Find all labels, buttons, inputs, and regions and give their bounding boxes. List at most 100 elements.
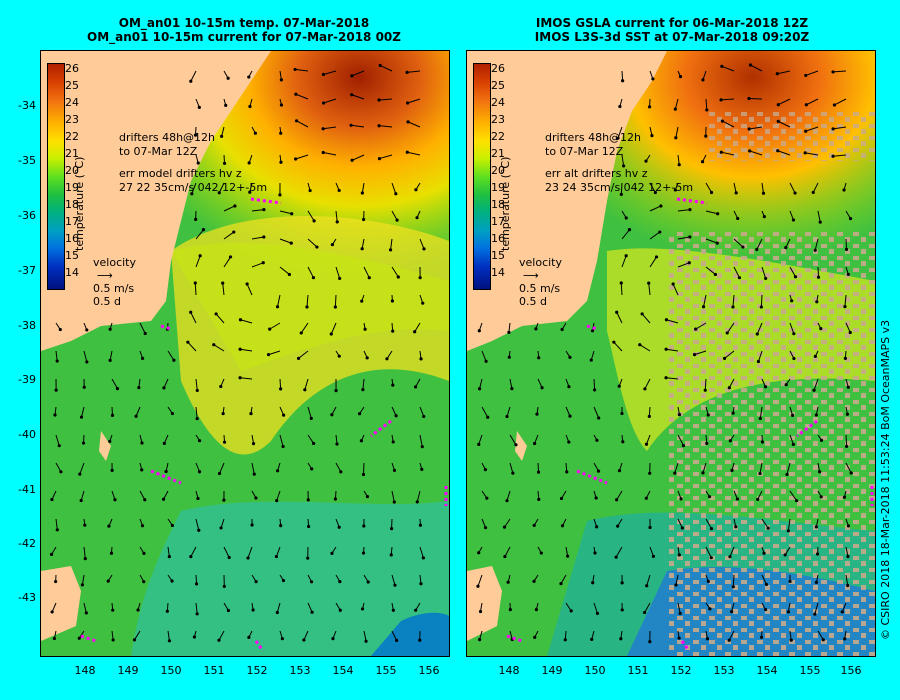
current-arrow: [617, 462, 623, 473]
current-arrow: [701, 70, 707, 82]
current-arrow: [391, 322, 395, 333]
current-arrow: [761, 546, 766, 555]
left-title-line2: OM_an01 10-15m current for 07-Mar-2018 0…: [87, 30, 401, 44]
current-arrow: [293, 67, 309, 72]
drifter-track: [680, 640, 691, 652]
current-arrow: [783, 546, 791, 557]
current-arrow: [362, 518, 366, 528]
current-arrow: [649, 230, 662, 240]
current-arrow: [54, 378, 58, 392]
current-arrow: [593, 462, 601, 473]
error-stats-note: 27 22 35cm/s 042 12+-5m: [119, 181, 268, 194]
current-arrow: [593, 434, 599, 442]
current-arrow: [643, 378, 651, 391]
current-arrow: [700, 154, 707, 164]
credit-text: © CSIRO 2018 18-Mar-2018 11:53:24 BoM Oc…: [879, 319, 892, 640]
current-arrow: [335, 602, 342, 612]
current-arrow: [214, 312, 225, 324]
current-arrow: [107, 518, 113, 528]
current-arrow: [804, 98, 819, 107]
current-arrow: [350, 70, 365, 78]
current-arrow: [842, 490, 847, 499]
current-arrow: [789, 350, 796, 361]
current-arrow: [223, 255, 233, 268]
current-arrow: [674, 126, 679, 140]
current-arrow: [505, 490, 511, 503]
current-arrow: [730, 462, 735, 472]
current-arrow: [389, 518, 394, 531]
colorbar-tick: 19: [65, 181, 79, 194]
current-arrow: [677, 154, 681, 167]
current-arrow: [593, 406, 601, 420]
current-arrow: [478, 602, 483, 614]
right-title-line1: IMOS GSLA current for 06-Mar-2018 12Z: [535, 16, 809, 30]
current-arrow: [761, 378, 768, 389]
current-arrow: [294, 154, 309, 161]
current-arrow: [649, 546, 656, 558]
drifter-track: [80, 634, 97, 643]
current-arrow: [83, 602, 88, 615]
velocity-arrow-icon: ⟶: [97, 269, 113, 282]
current-arrow: [418, 518, 423, 527]
current-arrow: [279, 630, 284, 641]
current-arrow: [391, 602, 395, 612]
current-arrow: [279, 238, 293, 245]
current-arrow: [477, 322, 483, 333]
current-arrow: [647, 98, 652, 109]
current-arrow: [49, 546, 57, 556]
current-arrow: [705, 210, 720, 216]
current-arrow: [55, 518, 59, 532]
drifter-track: [586, 324, 598, 331]
current-arrow: [759, 630, 764, 639]
current-vectors: [476, 63, 874, 652]
current-arrow: [619, 182, 623, 196]
current-arrow: [377, 98, 393, 102]
current-arrow: [677, 490, 683, 501]
velocity-label: velocity: [519, 256, 562, 269]
current-arrow: [360, 238, 365, 251]
colorbar-tick: 19: [491, 181, 505, 194]
current-arrow: [755, 238, 763, 252]
current-arrow: [251, 235, 266, 240]
colorbar: [473, 63, 491, 290]
current-arrow: [845, 322, 852, 335]
current-arrow: [560, 518, 567, 528]
current-arrow: [335, 182, 341, 193]
current-arrow: [761, 266, 768, 281]
current-arrow: [302, 630, 309, 642]
current-arrow: [785, 462, 791, 477]
mainland-land: [467, 51, 667, 351]
current-arrow: [391, 490, 396, 504]
current-arrow: [776, 149, 791, 156]
current-arrow: [238, 347, 253, 352]
current-arrow: [831, 154, 847, 158]
current-arrow: [307, 182, 312, 193]
current-arrow: [350, 154, 365, 162]
current-arrow: [321, 150, 337, 156]
current-arrow: [391, 630, 399, 643]
current-arrow: [535, 406, 539, 416]
current-arrow: [279, 154, 283, 164]
current-arrow: [362, 210, 366, 222]
current-arrow: [537, 350, 541, 360]
current-arrow: [82, 378, 86, 389]
current-arrow: [217, 182, 225, 195]
current-arrow: [593, 546, 597, 555]
error-note: err alt drifters hv z: [545, 167, 648, 180]
observed-sst-map: 26 25 24 23 22 21 20 19 18 17 16 15 14 t…: [466, 50, 876, 657]
current-arrow: [108, 350, 113, 362]
current-arrow: [54, 574, 58, 584]
current-arrow: [330, 238, 337, 247]
current-arrow: [415, 490, 421, 504]
error-stats-note: 23 24 35cm/s 042 12+-5m: [545, 181, 694, 194]
current-arrow: [194, 574, 199, 586]
current-arrow: [677, 546, 681, 557]
current-arrow: [618, 98, 623, 109]
current-arrow: [391, 574, 397, 587]
current-arrow: [593, 518, 599, 529]
current-arrow: [79, 490, 85, 503]
current-arrow: [701, 294, 707, 309]
longitude-tick: 153: [289, 664, 311, 677]
colorbar-tick: 14: [65, 266, 79, 279]
longitude-tick: 153: [713, 664, 735, 677]
